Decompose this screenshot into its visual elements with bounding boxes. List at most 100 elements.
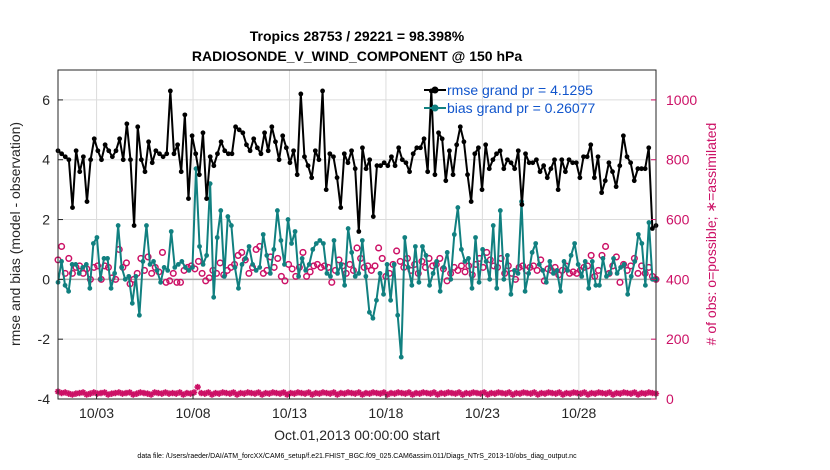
rmse-point bbox=[486, 166, 492, 172]
bias-point bbox=[197, 244, 202, 249]
obs-possible-point bbox=[436, 254, 444, 262]
rmse-point bbox=[146, 139, 152, 145]
obs-assimilated-point bbox=[645, 389, 653, 396]
bias-point bbox=[151, 259, 156, 264]
obs-assimilated-point bbox=[459, 391, 466, 398]
obs-assimilated-point bbox=[83, 391, 90, 398]
rmse-point bbox=[414, 145, 420, 151]
rmse-point bbox=[124, 121, 130, 127]
obs-assimilated-point bbox=[312, 389, 320, 397]
rmse-point bbox=[189, 133, 195, 139]
obs-assimilated-point bbox=[470, 389, 477, 396]
rmse-point bbox=[360, 145, 365, 151]
rmse-point bbox=[403, 160, 409, 166]
obs-possible-point bbox=[587, 251, 595, 259]
bias-point bbox=[115, 223, 121, 228]
obs-possible-point bbox=[176, 278, 185, 286]
rmse-point bbox=[439, 136, 445, 142]
rmse-point bbox=[494, 151, 499, 157]
x-tick-label: 10/18 bbox=[368, 405, 403, 421]
obs-assimilated-point bbox=[624, 389, 631, 397]
rmse-point bbox=[291, 148, 296, 154]
obs-assimilated-point bbox=[319, 389, 327, 396]
rmse-point bbox=[573, 160, 579, 166]
bias-point bbox=[391, 262, 397, 267]
bias-point bbox=[515, 270, 521, 276]
rmse-point bbox=[367, 157, 373, 163]
obs-assimilated-point bbox=[334, 391, 341, 398]
rmse-point bbox=[229, 151, 235, 157]
bias-point bbox=[596, 282, 602, 288]
rmse-point bbox=[443, 178, 449, 184]
obs-assimilated-point bbox=[556, 389, 563, 396]
legend-rmse-label: rmse grand pr = 4.1295 bbox=[447, 82, 593, 98]
bias-point bbox=[200, 262, 206, 267]
data-layer bbox=[54, 88, 660, 398]
legend-rmse-marker bbox=[431, 86, 439, 94]
bias-point bbox=[466, 256, 471, 261]
bias-point bbox=[345, 226, 351, 231]
bias-point bbox=[642, 282, 648, 288]
obs-assimilated-point bbox=[165, 390, 173, 397]
bias-point bbox=[250, 262, 256, 267]
obs-assimilated-point bbox=[108, 390, 115, 397]
rmse-point bbox=[77, 169, 83, 175]
bias-point bbox=[98, 276, 103, 282]
obs-assimilated-point bbox=[516, 390, 524, 397]
obs-assimilated-point bbox=[291, 390, 298, 397]
bias-point bbox=[73, 262, 79, 267]
obs-assimilated-point bbox=[198, 389, 205, 397]
bias-point bbox=[480, 247, 486, 252]
bias-point bbox=[66, 288, 72, 294]
rmse-point bbox=[305, 163, 311, 169]
rmse-point bbox=[649, 226, 655, 231]
obs-assimilated-point bbox=[129, 391, 137, 398]
obs-assimilated-point bbox=[520, 389, 527, 396]
bias-point bbox=[363, 273, 369, 279]
rmse-point bbox=[389, 154, 394, 160]
bias-point bbox=[140, 259, 146, 264]
obs-possible-point bbox=[198, 269, 206, 277]
bias-point bbox=[282, 262, 287, 267]
bias-point bbox=[359, 238, 365, 243]
rmse-point bbox=[240, 130, 246, 136]
rmse-point bbox=[407, 169, 412, 175]
bias-point bbox=[504, 253, 510, 258]
obs-assimilated-point bbox=[162, 389, 169, 396]
bias-point bbox=[395, 312, 401, 318]
bias-point bbox=[604, 273, 609, 279]
rmse-point bbox=[327, 151, 333, 157]
obs-assimilated-point bbox=[262, 389, 269, 397]
rmse-point bbox=[584, 154, 590, 160]
rmse-point bbox=[269, 124, 275, 130]
bias-point bbox=[296, 273, 302, 279]
obs-possible-point bbox=[616, 278, 624, 286]
rmse-point bbox=[472, 151, 478, 157]
bias-point bbox=[579, 273, 585, 279]
obs-assimilated-point bbox=[466, 390, 473, 397]
rmse-point bbox=[454, 142, 460, 148]
rmse-point bbox=[606, 160, 612, 166]
obs-assimilated-point bbox=[366, 390, 373, 397]
bias-point bbox=[501, 276, 507, 282]
rmse-point bbox=[186, 196, 191, 202]
rmse-point bbox=[109, 154, 115, 160]
chart-title-line1: Tropics 28753 / 29221 = 98.398% bbox=[250, 28, 465, 44]
obs-possible-point bbox=[94, 262, 102, 270]
rmse-point bbox=[117, 136, 123, 142]
bias-point bbox=[253, 267, 259, 273]
bias-point bbox=[289, 241, 294, 246]
obs-assimilated-point bbox=[634, 391, 642, 398]
obs-possible-point bbox=[454, 266, 462, 274]
obs-assimilated-point bbox=[355, 389, 362, 396]
bias-point bbox=[168, 229, 174, 234]
bias-point bbox=[430, 270, 436, 276]
obs-assimilated-point bbox=[369, 389, 377, 396]
rmse-point bbox=[544, 175, 550, 181]
rmse-point bbox=[178, 169, 184, 175]
rmse-point bbox=[102, 142, 108, 148]
rmse-point bbox=[196, 172, 202, 178]
rmse-point bbox=[331, 154, 336, 160]
bias-point bbox=[441, 265, 447, 270]
obs-assimilated-point bbox=[79, 389, 87, 396]
